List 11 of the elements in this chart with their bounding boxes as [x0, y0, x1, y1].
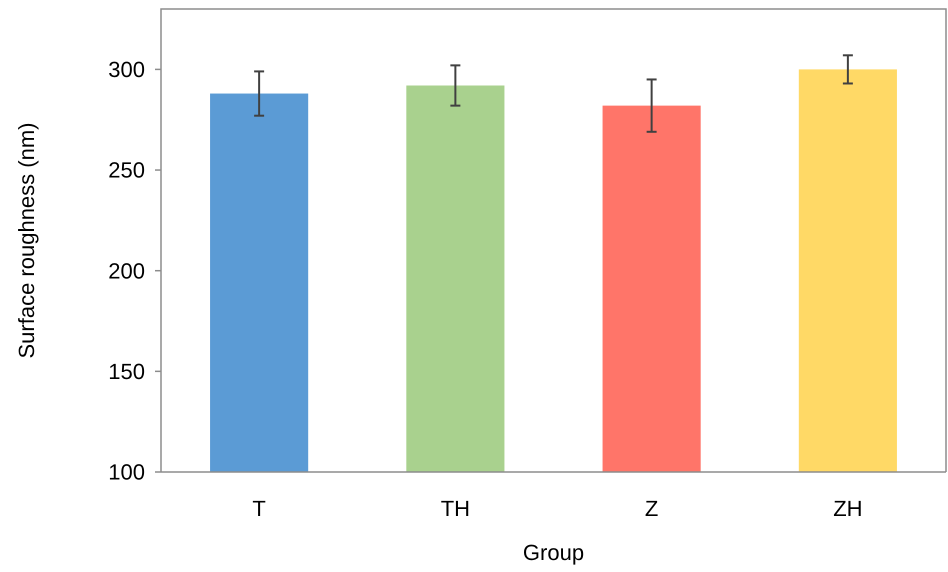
y-tick-label: 200: [108, 258, 145, 284]
x-axis-title: Group: [522, 540, 584, 565]
y-axis-title: Surface roughness (nm): [14, 122, 39, 358]
x-tick-label: Z: [644, 496, 658, 521]
x-tick-label: TH: [440, 496, 470, 521]
x-tick-label: ZH: [833, 496, 863, 521]
y-tick-label: 250: [108, 158, 145, 183]
y-tick-label: 150: [108, 359, 145, 384]
x-tick-label: T: [252, 496, 266, 521]
y-tick-label: 300: [108, 57, 145, 82]
y-tick-label: 100: [108, 460, 145, 485]
